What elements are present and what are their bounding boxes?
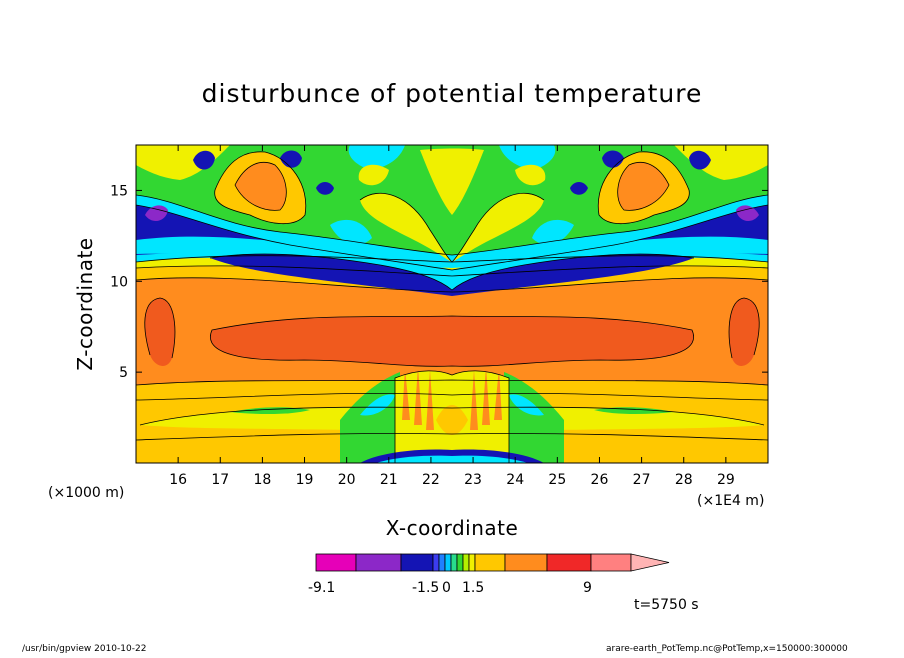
upper-yellow-right-2 xyxy=(515,164,546,186)
y-tick-label: 5 xyxy=(119,365,128,381)
upper-yellow-top xyxy=(420,148,484,215)
x-tick-label: 18 xyxy=(253,472,271,488)
x-tick-label: 23 xyxy=(464,472,482,488)
x-tick-label: 16 xyxy=(169,472,187,488)
upper-blue-right-2 xyxy=(602,150,624,168)
colorbar xyxy=(315,553,670,572)
band-orange-core xyxy=(210,316,694,367)
blob-left-orange xyxy=(144,298,175,366)
colorbar-swatch xyxy=(456,553,464,572)
upper-orange-left xyxy=(235,162,287,211)
y-axis: 5 10 15 xyxy=(110,183,768,381)
x-axis: 16 17 18 19 20 21 22 23 24 25 26 27 28 29 xyxy=(169,145,735,488)
colorbar-swatch xyxy=(315,553,357,572)
contour-lines xyxy=(136,151,768,463)
x-tick-label: 24 xyxy=(506,472,524,488)
upper-cyan-mid-right xyxy=(532,219,574,245)
colorbar-swatch xyxy=(355,553,402,572)
upper-blue-left xyxy=(193,150,215,170)
x-tick-label: 26 xyxy=(591,472,609,488)
colorbar-label-zero: 0 xyxy=(442,580,451,596)
x-tick-label: 25 xyxy=(548,472,566,488)
x-tick-label: 27 xyxy=(633,472,651,488)
contour-field xyxy=(136,145,768,463)
colorbar-swatch xyxy=(468,553,476,572)
central-cyan-right xyxy=(509,394,544,416)
central-core xyxy=(436,405,468,435)
x-tick-label: 29 xyxy=(717,472,735,488)
central-green-right xyxy=(504,372,564,463)
footer-right: arare-earth_PotTemp.nc@PotTemp,x=150000:… xyxy=(606,644,848,654)
central-green-left xyxy=(340,372,400,463)
upper-cyan-left xyxy=(348,145,405,170)
y-tick-label: 15 xyxy=(110,183,128,199)
upper-blue-right xyxy=(689,150,711,170)
chart-title: disturbunce of potential temperature xyxy=(202,79,703,108)
blob-right-orange xyxy=(729,298,760,366)
time-label: t=5750 s xyxy=(634,597,699,613)
upper-blue-small-right xyxy=(570,182,588,195)
colorbar-extend-arrow xyxy=(630,553,670,572)
x-unit-right: (×1E4 m) xyxy=(697,493,764,509)
upper-yellow-left-2 xyxy=(358,164,389,186)
y-tick-label: 10 xyxy=(110,274,128,290)
footer-left: /usr/bin/gpview 2010-10-22 xyxy=(22,644,146,654)
plot-frame xyxy=(135,144,769,464)
central-cyan-left xyxy=(360,394,395,416)
y-axis-title: Z-coordinate xyxy=(73,237,97,370)
x-tick-label: 19 xyxy=(296,472,314,488)
colorbar-swatch xyxy=(432,553,440,572)
colorbar-label-min: -9.1 xyxy=(308,580,335,596)
colorbar-swatch xyxy=(504,553,548,572)
blue-lower-band xyxy=(210,254,694,296)
purple-right xyxy=(736,205,759,222)
colorbar-swatch xyxy=(590,553,632,572)
x-unit-left: (×1000 m) xyxy=(48,485,124,501)
colorbar-label-pos: 1.5 xyxy=(462,580,484,596)
x-axis-title: X-coordinate xyxy=(386,516,519,540)
x-tick-label: 21 xyxy=(380,472,398,488)
x-tick-label: 28 xyxy=(675,472,693,488)
purple-left xyxy=(145,205,168,222)
colorbar-swatch xyxy=(474,553,506,572)
x-tick-label: 20 xyxy=(338,472,356,488)
cyan-inner xyxy=(136,236,768,292)
upper-orange-right xyxy=(617,162,669,211)
colorbar-swatch xyxy=(400,553,434,572)
colorbar-swatch xyxy=(450,553,458,572)
upper-blue-left-2 xyxy=(280,150,302,168)
x-tick-label: 22 xyxy=(422,472,440,488)
colorbar-swatch xyxy=(462,553,470,572)
colorbar-swatch xyxy=(444,553,452,572)
upper-blue-small-left xyxy=(316,182,334,195)
upper-cyan-right xyxy=(499,145,556,170)
x-tick-label: 17 xyxy=(211,472,229,488)
colorbar-label-neg: -1.5 xyxy=(412,580,439,596)
bottom-cyan xyxy=(376,455,528,463)
colorbar-label-max: 9 xyxy=(583,580,592,596)
upper-cyan-mid-left xyxy=(330,219,372,245)
colorbar-swatch xyxy=(546,553,592,572)
colorbar-swatch xyxy=(438,553,446,572)
upper-yellow-x xyxy=(360,193,544,262)
